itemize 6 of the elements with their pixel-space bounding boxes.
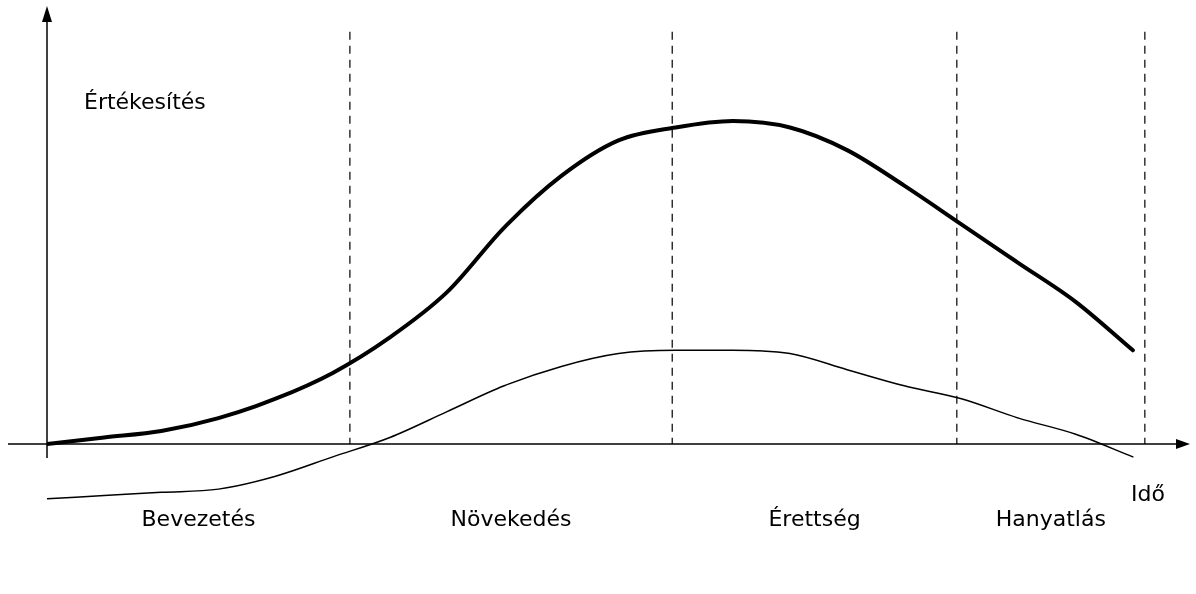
- text: Növekedés: [450, 505, 572, 531]
- x-axis-title: Idő: [1131, 480, 1165, 506]
- text: Érettség: [768, 505, 861, 531]
- text: Bevezetés: [141, 505, 256, 531]
- text: Hanyatlás: [995, 505, 1106, 531]
- y-axis-title: Értékesítés: [84, 88, 206, 114]
